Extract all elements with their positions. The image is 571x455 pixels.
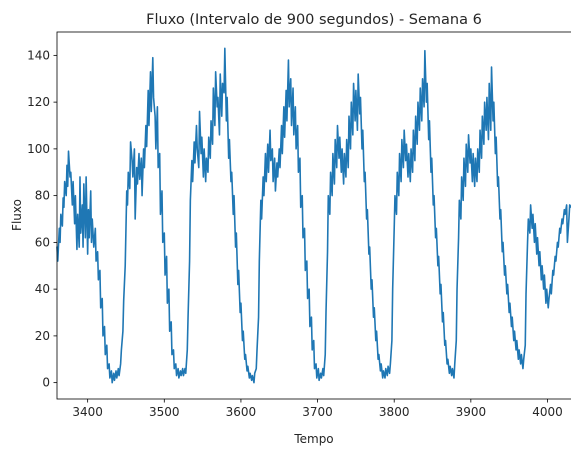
y-tick-label: 40 [35,282,50,296]
plot-area [56,31,571,400]
y-tick-label: 140 [27,48,50,62]
x-tick-label: 3900 [456,405,487,419]
x-tick-label: 3700 [302,405,333,419]
axes-frame [56,31,571,400]
x-tick-label: 3400 [72,405,103,419]
x-tick-label: 3800 [379,405,410,419]
y-tick-label: 60 [35,235,50,249]
y-tick-label: 20 [35,329,50,343]
x-axis: 3400 3500 3600 3700 3800 3900 4000 [72,399,563,419]
x-tick-label: 3500 [149,405,180,419]
chart-title: Fluxo (Intervalo de 900 segundos) - Sema… [146,12,482,28]
y-axis: 0 20 40 60 80 100 120 140 [27,48,57,390]
x-axis-label: Tempo [293,432,333,446]
x-tick-label: 4000 [532,405,563,419]
y-tick-label: 80 [35,189,50,203]
y-tick-label: 0 [42,376,50,390]
x-tick-label: 3600 [226,405,257,419]
y-tick-label: 100 [27,142,50,156]
y-tick-label: 120 [27,95,50,109]
y-axis-label: Fluxo [10,199,24,231]
series-line [56,47,571,384]
